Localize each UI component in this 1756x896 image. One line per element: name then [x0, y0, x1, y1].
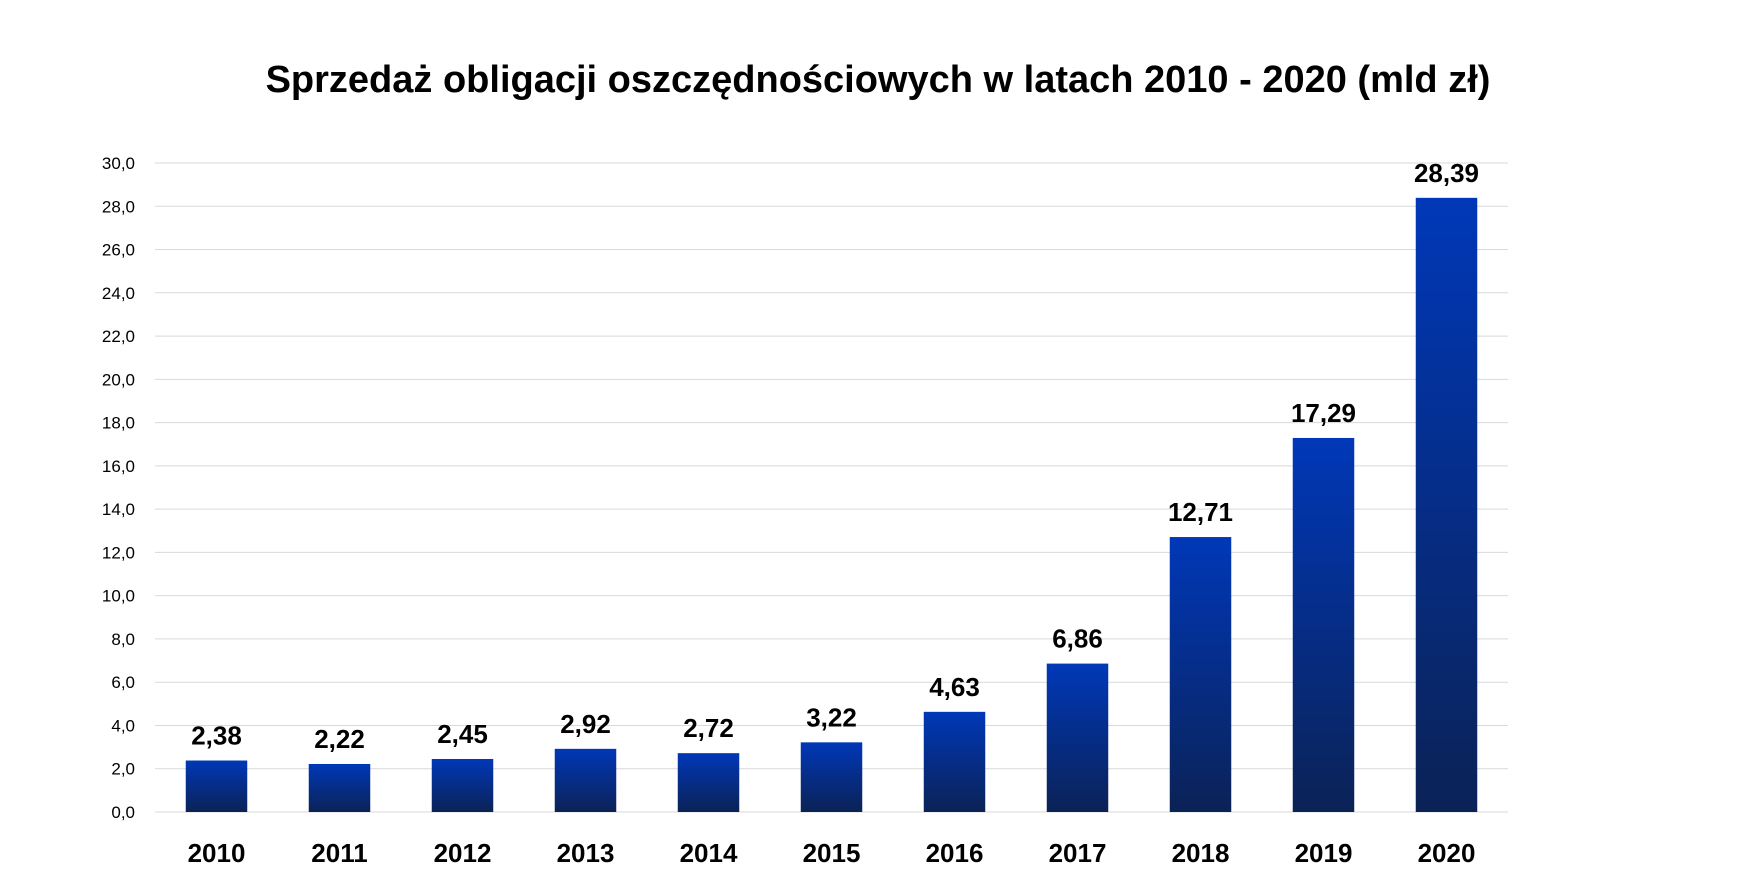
bar-2014 — [677, 753, 740, 812]
y-axis: 0,0 2,0 4,0 6,0 8,0 10,0 12,0 14,0 16,0 18,0 20,0 2… — [102, 154, 135, 822]
y-tick-label: 30,0 — [102, 154, 135, 173]
y-tick-label: 28,0 — [102, 197, 135, 216]
x-tick-label-2019: 2019 — [1295, 838, 1353, 868]
y-tick-label: 4,0 — [111, 716, 135, 735]
data-label-2018: 12,71 — [1168, 497, 1233, 527]
bar-2013 — [554, 748, 617, 812]
data-label-2017: 6,86 — [1052, 624, 1103, 654]
x-tick-label-2015: 2015 — [803, 838, 861, 868]
y-tick-label: 2,0 — [111, 760, 135, 779]
y-tick-label: 16,0 — [102, 457, 135, 476]
y-tick-label: 10,0 — [102, 587, 135, 606]
bars — [185, 197, 1478, 813]
y-tick-label: 18,0 — [102, 414, 135, 433]
x-tick-label-2011: 2011 — [311, 838, 367, 868]
data-label-2019: 17,29 — [1291, 398, 1356, 428]
x-tick-label-2018: 2018 — [1172, 838, 1230, 868]
bar-2016 — [923, 711, 986, 812]
gridlines — [155, 162, 1508, 813]
x-tick-label-2012: 2012 — [434, 838, 492, 868]
y-tick-label: 0,0 — [111, 803, 135, 822]
data-label-2020: 28,39 — [1414, 158, 1479, 188]
bar-2020 — [1415, 197, 1478, 813]
y-tick-label: 12,0 — [102, 543, 135, 562]
bar-2019 — [1292, 437, 1355, 812]
bar-2018 — [1169, 537, 1232, 812]
chart-title: Sprzedaż obligacji oszczędnościowych w l… — [266, 59, 1491, 101]
data-label-2010: 2,38 — [191, 721, 242, 751]
y-tick-label: 8,0 — [111, 630, 135, 649]
x-tick-label-2010: 2010 — [188, 838, 246, 868]
bar-2010 — [185, 760, 248, 812]
data-label-2015: 3,22 — [806, 702, 857, 732]
bar-2015 — [800, 742, 863, 812]
data-label-2014: 2,72 — [683, 713, 734, 743]
y-tick-label: 20,0 — [102, 370, 135, 389]
x-tick-label-2016: 2016 — [926, 838, 984, 868]
bar-2011 — [308, 763, 371, 812]
x-tick-label-2013: 2013 — [557, 838, 615, 868]
x-tick-label-2020: 2020 — [1418, 838, 1476, 868]
data-label-2016: 4,63 — [929, 672, 980, 702]
data-labels: 2,38 2,22 2,45 2,92 2,72 3,22 4,63 6,86 12,71 17,… — [191, 158, 1479, 754]
y-tick-label: 26,0 — [102, 241, 135, 260]
y-tick-label: 14,0 — [102, 500, 135, 519]
data-label-2012: 2,45 — [437, 719, 488, 749]
bar-2017 — [1046, 663, 1109, 812]
y-tick-label: 6,0 — [111, 673, 135, 692]
y-tick-label: 22,0 — [102, 327, 135, 346]
data-label-2013: 2,92 — [560, 709, 611, 739]
x-tick-label-2014: 2014 — [680, 838, 738, 868]
x-axis: 2010 2011 2012 2013 2014 2015 2016 2017 2018 2019… — [188, 838, 1476, 868]
data-label-2011: 2,22 — [314, 724, 365, 754]
bar-2012 — [431, 758, 494, 812]
y-tick-label: 24,0 — [102, 284, 135, 303]
x-tick-label-2017: 2017 — [1049, 838, 1107, 868]
